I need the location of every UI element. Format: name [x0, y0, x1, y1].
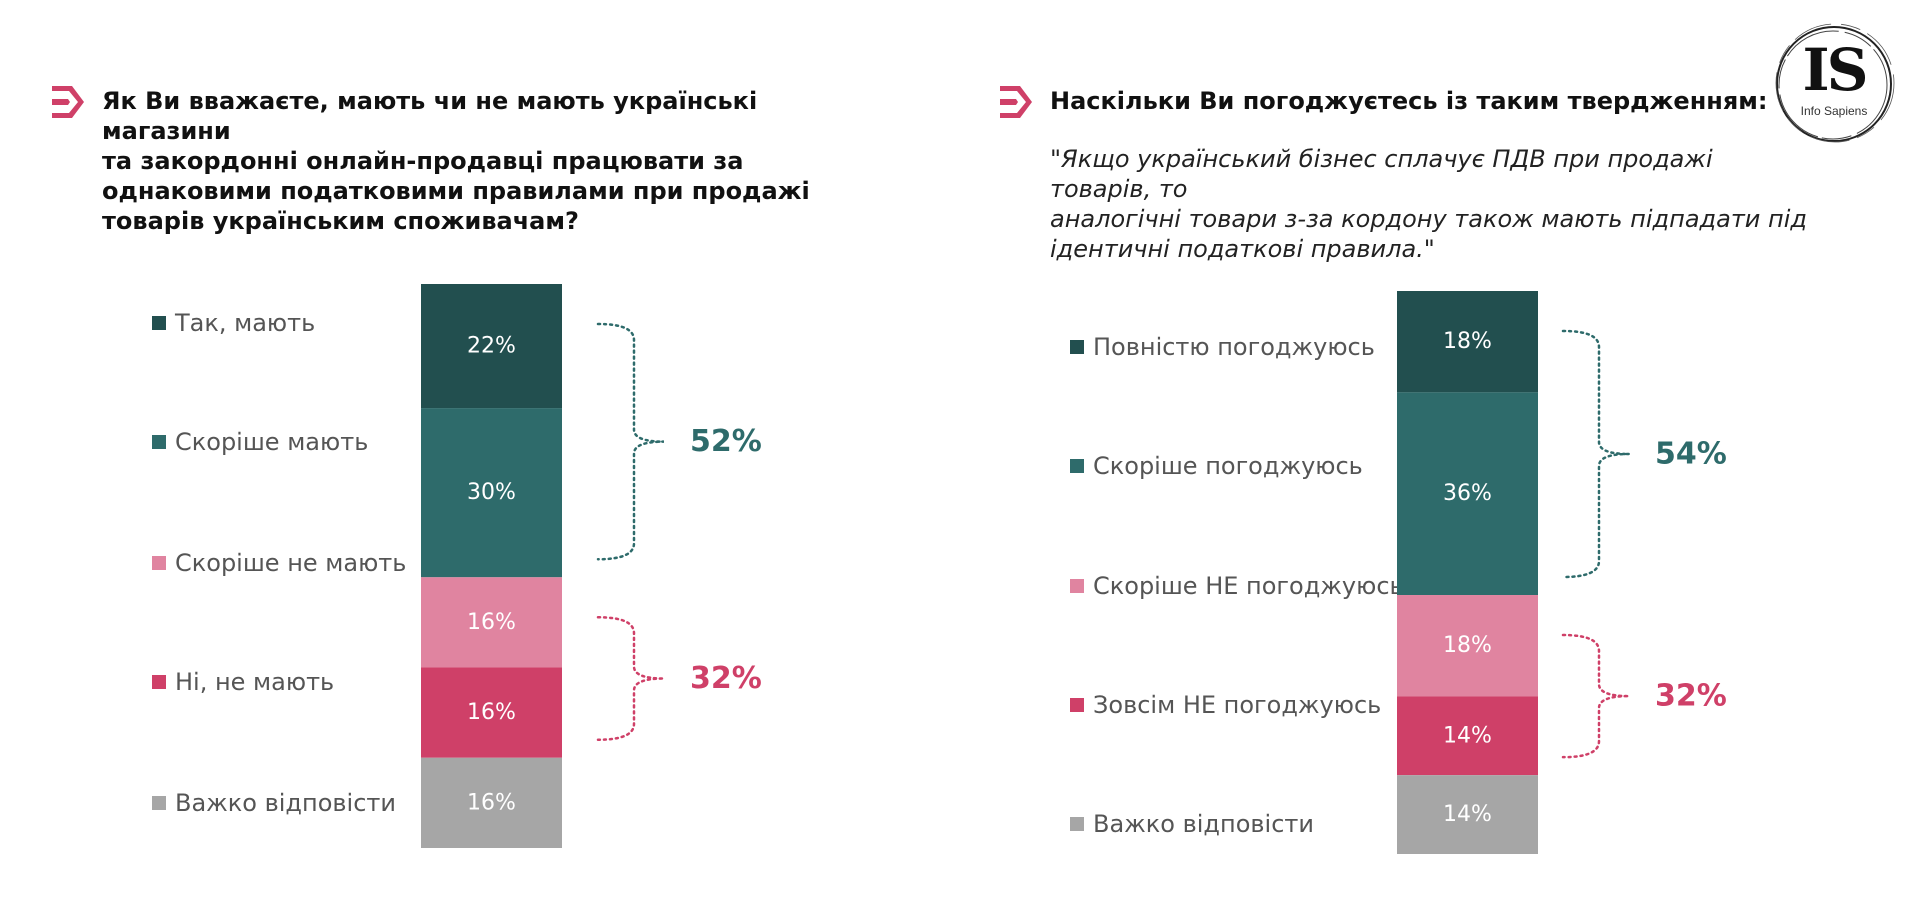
- quote-line: "Якщо український бізнес сплачує ПДВ при…: [1050, 145, 1713, 203]
- bar-segment-label: 30%: [467, 480, 516, 505]
- legend-swatch: [1070, 579, 1084, 593]
- legend-swatch: [152, 316, 166, 330]
- logo-name: Info Sapiens: [1800, 104, 1868, 118]
- logo-mark: IS: [1802, 36, 1868, 104]
- stacked-bar-chart: 22% 30% 16% 16% 16% 52% 32%: [421, 284, 762, 848]
- legend-label: Скоріше мають: [175, 428, 369, 456]
- right-chart-panel: Наскільки Ви погоджуєтесь із таким тверд…: [960, 0, 1920, 921]
- stacked-bar-chart: 18% 36% 18% 14% 14% 54% 32%: [1397, 291, 1727, 854]
- legend-swatch: [1070, 817, 1084, 831]
- group-total-label: 54%: [1655, 437, 1727, 472]
- bar-segment: [1397, 291, 1538, 393]
- bar-segment-label: 14%: [1443, 723, 1492, 748]
- bar-segment-label: 22%: [467, 334, 516, 359]
- question-line: Як Ви вважаєте, мають чи не мають україн…: [102, 87, 758, 145]
- legend-item: Повністю погоджуюсь: [1070, 333, 1375, 361]
- bar-segment: [421, 408, 562, 578]
- legend-swatch: [1070, 698, 1084, 712]
- legend-item: Зовсім НЕ погоджуюсь: [1070, 691, 1381, 719]
- bar-segment-label: 18%: [1443, 633, 1492, 658]
- legend-swatch: [152, 556, 166, 570]
- legend-item: Скоріше не мають: [152, 549, 406, 577]
- statement-quote: "Якщо український бізнес сплачує ПДВ при…: [1050, 144, 1810, 264]
- arrow-right-icon: [1000, 86, 1032, 118]
- legend-swatch: [152, 675, 166, 689]
- group-brace: [1561, 329, 1630, 579]
- bar-segment: [1397, 775, 1538, 854]
- bar-segment: [1397, 696, 1538, 776]
- legend-item: Так, мають: [152, 309, 315, 337]
- question-text: Наскільки Ви погоджуєтесь із таким тверд…: [1050, 86, 1770, 116]
- left-chart-panel: Як Ви вважаєте, мають чи не мають україн…: [52, 86, 862, 848]
- group-total-label: 52%: [690, 424, 762, 459]
- bar-segment: [1397, 392, 1538, 596]
- legend-item: Важко відповісти: [1070, 810, 1314, 838]
- group-total-label: 32%: [690, 661, 762, 696]
- legend-swatch: [1070, 340, 1084, 354]
- legend-label: Так, мають: [175, 309, 316, 337]
- question-line: однаковими податковими правилами при про…: [102, 177, 810, 205]
- group-brace: [1561, 633, 1630, 759]
- legend-label: Скоріше НЕ погоджуюсь: [1093, 572, 1404, 600]
- legend-swatch: [152, 435, 166, 449]
- bar-segment-label: 14%: [1443, 802, 1492, 827]
- group-brace: [596, 322, 665, 561]
- bar-segment-label: 36%: [1443, 481, 1492, 506]
- legend-label: Повністю погоджуюсь: [1093, 333, 1375, 361]
- group-total-label: 32%: [1655, 679, 1727, 714]
- bar-segment: [421, 757, 562, 848]
- legend-item: Ні, не мають: [152, 668, 334, 696]
- bar-segment: [1397, 595, 1538, 697]
- info-sapiens-logo: IS Info Sapiens: [1772, 22, 1896, 146]
- legend-label: Важко відповісти: [175, 789, 396, 817]
- bar-segment: [421, 284, 562, 409]
- group-brace: [596, 616, 665, 742]
- legend-item: Скоріше мають: [152, 428, 368, 456]
- bar-segment-label: 18%: [1443, 329, 1492, 354]
- legend-item: Скоріше погоджуюсь: [1070, 452, 1363, 480]
- arrow-right-icon: [52, 86, 84, 118]
- legend-label: Скоріше не мають: [175, 549, 407, 577]
- bar-segment-label: 16%: [467, 610, 516, 635]
- question-line: товарів українським споживачам?: [102, 207, 579, 235]
- legend-label: Зовсім НЕ погоджуюсь: [1093, 691, 1382, 719]
- bar-segment-label: 16%: [467, 790, 516, 815]
- legend-label: Скоріше погоджуюсь: [1093, 452, 1363, 480]
- bar-segment-label: 16%: [467, 700, 516, 725]
- legend-label: Важко відповісти: [1093, 810, 1314, 838]
- bar-segment: [421, 577, 562, 668]
- legend-item: Важко відповісти: [152, 789, 396, 817]
- quote-line: аналогічні товари з-за кордону також маю…: [1050, 205, 1807, 233]
- question-line: Наскільки Ви погоджуєтесь із таким тверд…: [1050, 87, 1768, 115]
- legend-swatch: [152, 796, 166, 810]
- question-text: Як Ви вважаєте, мають чи не мають україн…: [102, 86, 862, 236]
- legend-label: Ні, не мають: [175, 668, 335, 696]
- legend-swatch: [1070, 459, 1084, 473]
- quote-line: ідентичні податкові правила.": [1050, 235, 1435, 263]
- legend-item: Скоріше НЕ погоджуюсь: [1070, 572, 1404, 600]
- bar-segment: [421, 667, 562, 758]
- question-line: та закордонні онлайн-продавці працювати …: [102, 147, 744, 175]
